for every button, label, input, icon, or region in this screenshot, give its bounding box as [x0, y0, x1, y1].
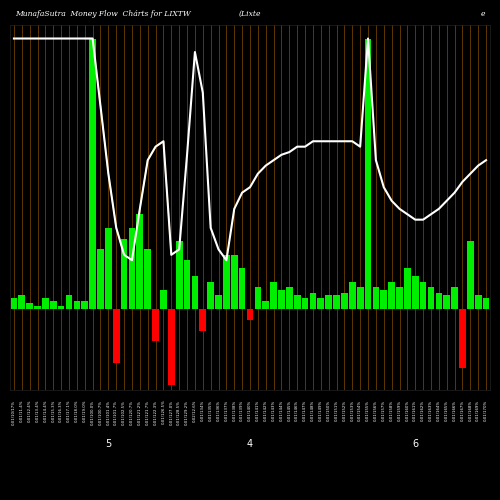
Bar	[176, 242, 182, 309]
Bar	[128, 228, 136, 309]
Bar	[326, 296, 332, 309]
Text: 5: 5	[105, 438, 112, 448]
Bar	[294, 296, 300, 309]
Bar	[231, 255, 237, 309]
Bar	[436, 292, 442, 309]
Bar	[475, 296, 482, 309]
Bar	[396, 288, 403, 309]
Bar	[113, 309, 119, 363]
Bar	[26, 304, 33, 309]
Text: MunafaSutra  Money Flow  Chárts for LIXTW: MunafaSutra Money Flow Chárts for LIXTW	[15, 10, 190, 18]
Bar	[74, 301, 80, 309]
Bar	[90, 38, 96, 309]
Bar	[459, 309, 466, 368]
Bar	[105, 228, 112, 309]
Text: (Lixte: (Lixte	[239, 10, 261, 18]
Bar	[66, 296, 72, 309]
Bar	[121, 238, 128, 309]
Bar	[357, 288, 364, 309]
Bar	[451, 288, 458, 309]
Bar	[208, 282, 214, 309]
Text: 6: 6	[412, 438, 418, 448]
Bar	[420, 282, 426, 309]
Bar	[239, 268, 246, 309]
Bar	[380, 290, 387, 309]
Text: 4: 4	[247, 438, 253, 448]
Bar	[310, 292, 316, 309]
Bar	[341, 292, 348, 309]
Bar	[144, 250, 151, 309]
Bar	[254, 288, 261, 309]
Bar	[34, 306, 41, 309]
Bar	[364, 38, 372, 309]
Bar	[136, 214, 143, 309]
Bar	[42, 298, 49, 309]
Bar	[467, 242, 473, 309]
Bar	[50, 301, 56, 309]
Bar	[82, 301, 88, 309]
Text: e: e	[480, 10, 485, 18]
Bar	[97, 250, 104, 309]
Bar	[388, 282, 395, 309]
Bar	[318, 298, 324, 309]
Bar	[302, 298, 308, 309]
Bar	[278, 290, 285, 309]
Bar	[349, 282, 356, 309]
Bar	[270, 282, 277, 309]
Bar	[200, 309, 206, 330]
Bar	[215, 296, 222, 309]
Bar	[160, 290, 167, 309]
Bar	[444, 296, 450, 309]
Bar	[482, 298, 490, 309]
Bar	[223, 255, 230, 309]
Bar	[10, 298, 18, 309]
Bar	[262, 301, 269, 309]
Bar	[58, 306, 64, 309]
Bar	[333, 296, 340, 309]
Bar	[412, 276, 418, 309]
Bar	[152, 309, 159, 342]
Bar	[168, 309, 174, 384]
Bar	[428, 288, 434, 309]
Bar	[372, 288, 379, 309]
Bar	[192, 276, 198, 309]
Bar	[404, 268, 410, 309]
Bar	[286, 288, 292, 309]
Bar	[184, 260, 190, 309]
Bar	[18, 296, 25, 309]
Bar	[246, 309, 254, 320]
